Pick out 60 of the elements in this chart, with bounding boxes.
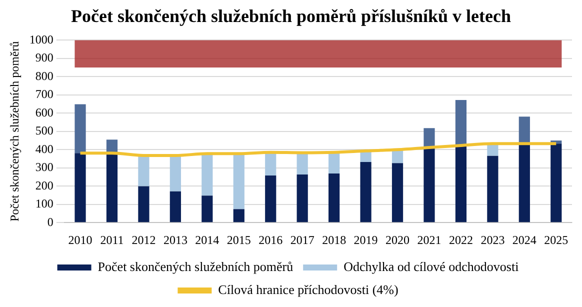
y-tick-label: 800	[35, 68, 54, 83]
bar	[170, 155, 181, 192]
bar	[74, 104, 86, 154]
y-tick-label: 500	[35, 124, 54, 138]
y-tick-label: 200	[35, 178, 54, 192]
y-tick-label: 1000	[29, 32, 54, 46]
y-tick-label: 0	[47, 214, 54, 229]
legend-label: Odchylka od cílové odchodovosti	[344, 258, 520, 274]
chart-title: Počet skončených služebních poměrů příslušníků v letech	[70, 6, 512, 27]
bar	[455, 100, 467, 146]
x-tick-label: 2024	[512, 232, 536, 247]
bar	[202, 154, 213, 196]
bar	[138, 155, 150, 186]
bar	[360, 162, 372, 222]
legend-label: Cílová hranice příchodovosti (4%)	[218, 282, 398, 297]
y-axis-title: Počet skončených služebních poměrů	[7, 41, 22, 222]
x-tick-label: 2025	[544, 232, 568, 247]
x-tick-label: 2015	[226, 232, 251, 247]
bar	[233, 154, 244, 210]
bar	[170, 191, 181, 222]
x-tick-label: 2010	[68, 232, 92, 247]
line-series	[78, 142, 558, 157]
bar	[424, 128, 435, 148]
x-tick-label: 2018	[322, 232, 346, 247]
bar	[265, 176, 276, 222]
bar	[106, 153, 118, 222]
bar	[233, 209, 244, 222]
x-tick-label: 2017	[290, 232, 314, 247]
bar	[74, 153, 86, 222]
x-tick-label: 2023	[480, 232, 505, 247]
bar	[392, 163, 404, 222]
y-tick-label: 300	[35, 160, 54, 174]
x-tick-label: 2016	[258, 232, 283, 247]
legend-label: Počet skončených služebních poměrů	[98, 258, 294, 274]
y-tick-label: 600	[35, 105, 54, 120]
bar	[328, 152, 340, 174]
bar	[296, 152, 308, 174]
x-tick-label: 2014	[195, 232, 220, 247]
y-tick-label: 100	[35, 196, 54, 211]
bar	[487, 156, 498, 222]
x-tick-label: 2013	[163, 232, 188, 247]
x-tick-label: 2020	[386, 232, 410, 247]
bar	[550, 144, 562, 222]
bar	[455, 145, 467, 222]
y-tick-label: 900	[35, 50, 54, 65]
x-tick-label: 2021	[417, 232, 442, 247]
bar	[265, 152, 276, 176]
bar	[202, 196, 213, 222]
x-tick-label: 2022	[448, 232, 473, 247]
bar	[424, 147, 435, 222]
bar	[518, 144, 530, 222]
x-tick-label: 2011	[100, 232, 124, 247]
bar	[328, 174, 340, 222]
bar	[138, 186, 150, 222]
bar	[296, 174, 308, 222]
x-tick-label: 2019	[354, 232, 378, 247]
y-tick-label: 700	[35, 87, 54, 102]
bar	[518, 116, 530, 144]
x-tick-label: 2012	[132, 232, 156, 247]
y-tick-label: 400	[35, 142, 54, 156]
